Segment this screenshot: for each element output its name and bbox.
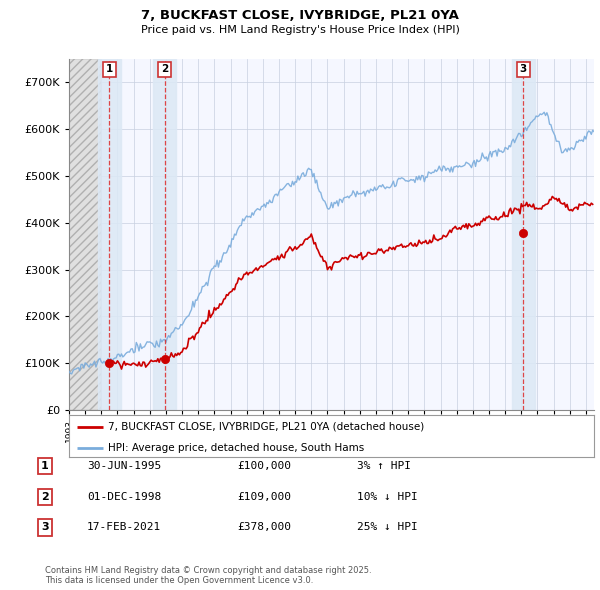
Text: 3: 3 xyxy=(520,64,527,74)
Text: Contains HM Land Registry data © Crown copyright and database right 2025.
This d: Contains HM Land Registry data © Crown c… xyxy=(45,566,371,585)
Bar xyxy=(512,59,535,410)
Text: 10% ↓ HPI: 10% ↓ HPI xyxy=(357,492,418,502)
Text: 3: 3 xyxy=(41,523,49,532)
Text: Price paid vs. HM Land Registry's House Price Index (HPI): Price paid vs. HM Land Registry's House … xyxy=(140,25,460,35)
Text: £378,000: £378,000 xyxy=(237,523,291,532)
Text: 01-DEC-1998: 01-DEC-1998 xyxy=(87,492,161,502)
Text: 2: 2 xyxy=(161,64,168,74)
Bar xyxy=(101,59,594,410)
Text: 1: 1 xyxy=(106,64,113,74)
Text: 2: 2 xyxy=(41,492,49,502)
Text: 17-FEB-2021: 17-FEB-2021 xyxy=(87,523,161,532)
Bar xyxy=(153,59,176,410)
Text: HPI: Average price, detached house, South Hams: HPI: Average price, detached house, Sout… xyxy=(109,443,365,453)
Text: 25% ↓ HPI: 25% ↓ HPI xyxy=(357,523,418,532)
Text: 1: 1 xyxy=(41,461,49,471)
Text: 7, BUCKFAST CLOSE, IVYBRIDGE, PL21 0YA (detached house): 7, BUCKFAST CLOSE, IVYBRIDGE, PL21 0YA (… xyxy=(109,422,425,432)
Text: 7, BUCKFAST CLOSE, IVYBRIDGE, PL21 0YA: 7, BUCKFAST CLOSE, IVYBRIDGE, PL21 0YA xyxy=(141,9,459,22)
Text: £109,000: £109,000 xyxy=(237,492,291,502)
Text: £100,000: £100,000 xyxy=(237,461,291,471)
Bar xyxy=(98,59,121,410)
Bar xyxy=(69,59,101,410)
Text: 30-JUN-1995: 30-JUN-1995 xyxy=(87,461,161,471)
Text: 3% ↑ HPI: 3% ↑ HPI xyxy=(357,461,411,471)
